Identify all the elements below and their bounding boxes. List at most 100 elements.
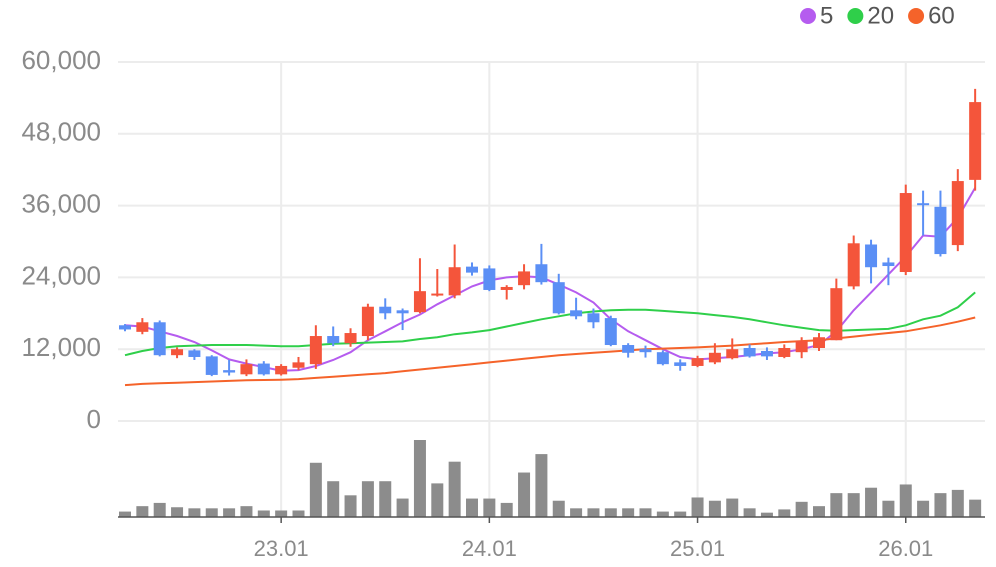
candle-body xyxy=(726,349,739,359)
volume-bar xyxy=(136,506,149,517)
volume-bar xyxy=(934,493,947,517)
volume-bar xyxy=(847,493,860,517)
candle-body xyxy=(483,268,496,290)
candle-body xyxy=(413,291,426,313)
volume-bar xyxy=(466,498,478,517)
candle-body xyxy=(275,365,288,375)
volume-bar xyxy=(361,481,374,517)
volume-bar xyxy=(431,483,444,517)
legend-marker xyxy=(800,8,816,24)
ma-line xyxy=(124,291,976,357)
candle-body xyxy=(882,262,895,267)
candle-body xyxy=(327,336,340,344)
candle-body xyxy=(656,352,669,365)
candle-body xyxy=(188,350,201,357)
volume-bar xyxy=(830,493,843,517)
candle-body xyxy=(674,362,687,366)
volume-bar xyxy=(726,498,739,517)
x-tick-label: 26.01 xyxy=(878,536,933,561)
candle-body xyxy=(240,364,253,375)
candle-body xyxy=(361,306,374,337)
volume-bar xyxy=(518,472,531,517)
volume-bar xyxy=(639,508,652,517)
volume-bar xyxy=(292,510,305,517)
volume-bar xyxy=(257,510,270,517)
x-tick-label: 24.01 xyxy=(462,536,517,561)
candle-body xyxy=(119,325,131,330)
candle-body xyxy=(518,271,531,286)
volume-bar xyxy=(865,487,878,517)
candle-body xyxy=(743,348,756,357)
volume-bar xyxy=(882,500,895,517)
candle-body xyxy=(934,206,947,255)
legend-label: 60 xyxy=(928,2,955,29)
volume-bar xyxy=(275,510,288,517)
legend-label: 20 xyxy=(867,2,894,29)
candle-body xyxy=(570,310,583,317)
candle-body xyxy=(604,318,617,346)
volume-bar xyxy=(813,506,825,517)
candle-body xyxy=(778,348,791,357)
volume-bar xyxy=(535,454,548,517)
volume-bar xyxy=(240,506,253,517)
candle-body xyxy=(223,370,236,373)
candle-body xyxy=(500,286,513,290)
candle-body xyxy=(535,264,548,283)
volume-bar xyxy=(587,508,600,517)
volume-bar xyxy=(708,500,721,517)
candle-body xyxy=(396,310,409,314)
volume-bar xyxy=(171,507,184,517)
x-tick-label: 23.01 xyxy=(254,536,309,561)
ma-line xyxy=(124,187,977,372)
candle-body xyxy=(847,243,860,287)
volume-bar xyxy=(778,509,791,517)
candle-body xyxy=(795,340,808,353)
volume-bar xyxy=(570,508,583,517)
volume-bar xyxy=(691,497,704,517)
candle-body xyxy=(309,336,322,365)
candle-body xyxy=(205,356,218,375)
legend-label: 5 xyxy=(820,2,833,29)
y-tick-label: 12,000 xyxy=(21,332,101,362)
volume-bar xyxy=(552,500,565,517)
legend-marker xyxy=(908,8,925,24)
ma-line xyxy=(124,316,976,387)
candle-body xyxy=(917,203,930,206)
volume-bar xyxy=(743,508,756,517)
volume-bar xyxy=(223,508,236,517)
volume-bar xyxy=(969,499,982,517)
volume-bar xyxy=(622,508,635,517)
volume-bar xyxy=(205,508,218,517)
volume-bar xyxy=(396,498,409,517)
volume-bar xyxy=(379,481,392,517)
candle-body xyxy=(257,363,270,375)
volume-bar xyxy=(344,495,357,517)
candle-body xyxy=(466,266,478,273)
candle-body xyxy=(431,293,444,296)
candle-body xyxy=(639,349,652,353)
volume-bar xyxy=(327,481,340,517)
candle-body xyxy=(344,333,357,344)
volume-bar xyxy=(153,502,166,517)
volume-bar xyxy=(795,501,808,517)
candle-body xyxy=(899,193,912,273)
y-tick-label: 36,000 xyxy=(21,188,101,218)
volume-bar xyxy=(500,502,513,517)
volume-bar xyxy=(899,484,912,517)
y-tick-label: 60,000 xyxy=(21,45,101,75)
volume-bar xyxy=(188,508,201,517)
candle-body xyxy=(448,267,461,296)
legend-marker xyxy=(847,8,864,24)
candle-body xyxy=(865,244,878,268)
candle-body xyxy=(153,322,166,356)
volume-bar xyxy=(309,462,322,517)
candle-body xyxy=(691,358,704,366)
volume-bar xyxy=(951,489,964,517)
volume-bar xyxy=(674,511,687,517)
candle-body xyxy=(552,282,565,314)
candle-body xyxy=(379,306,392,314)
candle-body xyxy=(708,352,721,363)
volume-bar xyxy=(413,440,426,517)
candle-body xyxy=(136,322,149,332)
volume-bar xyxy=(656,511,669,517)
